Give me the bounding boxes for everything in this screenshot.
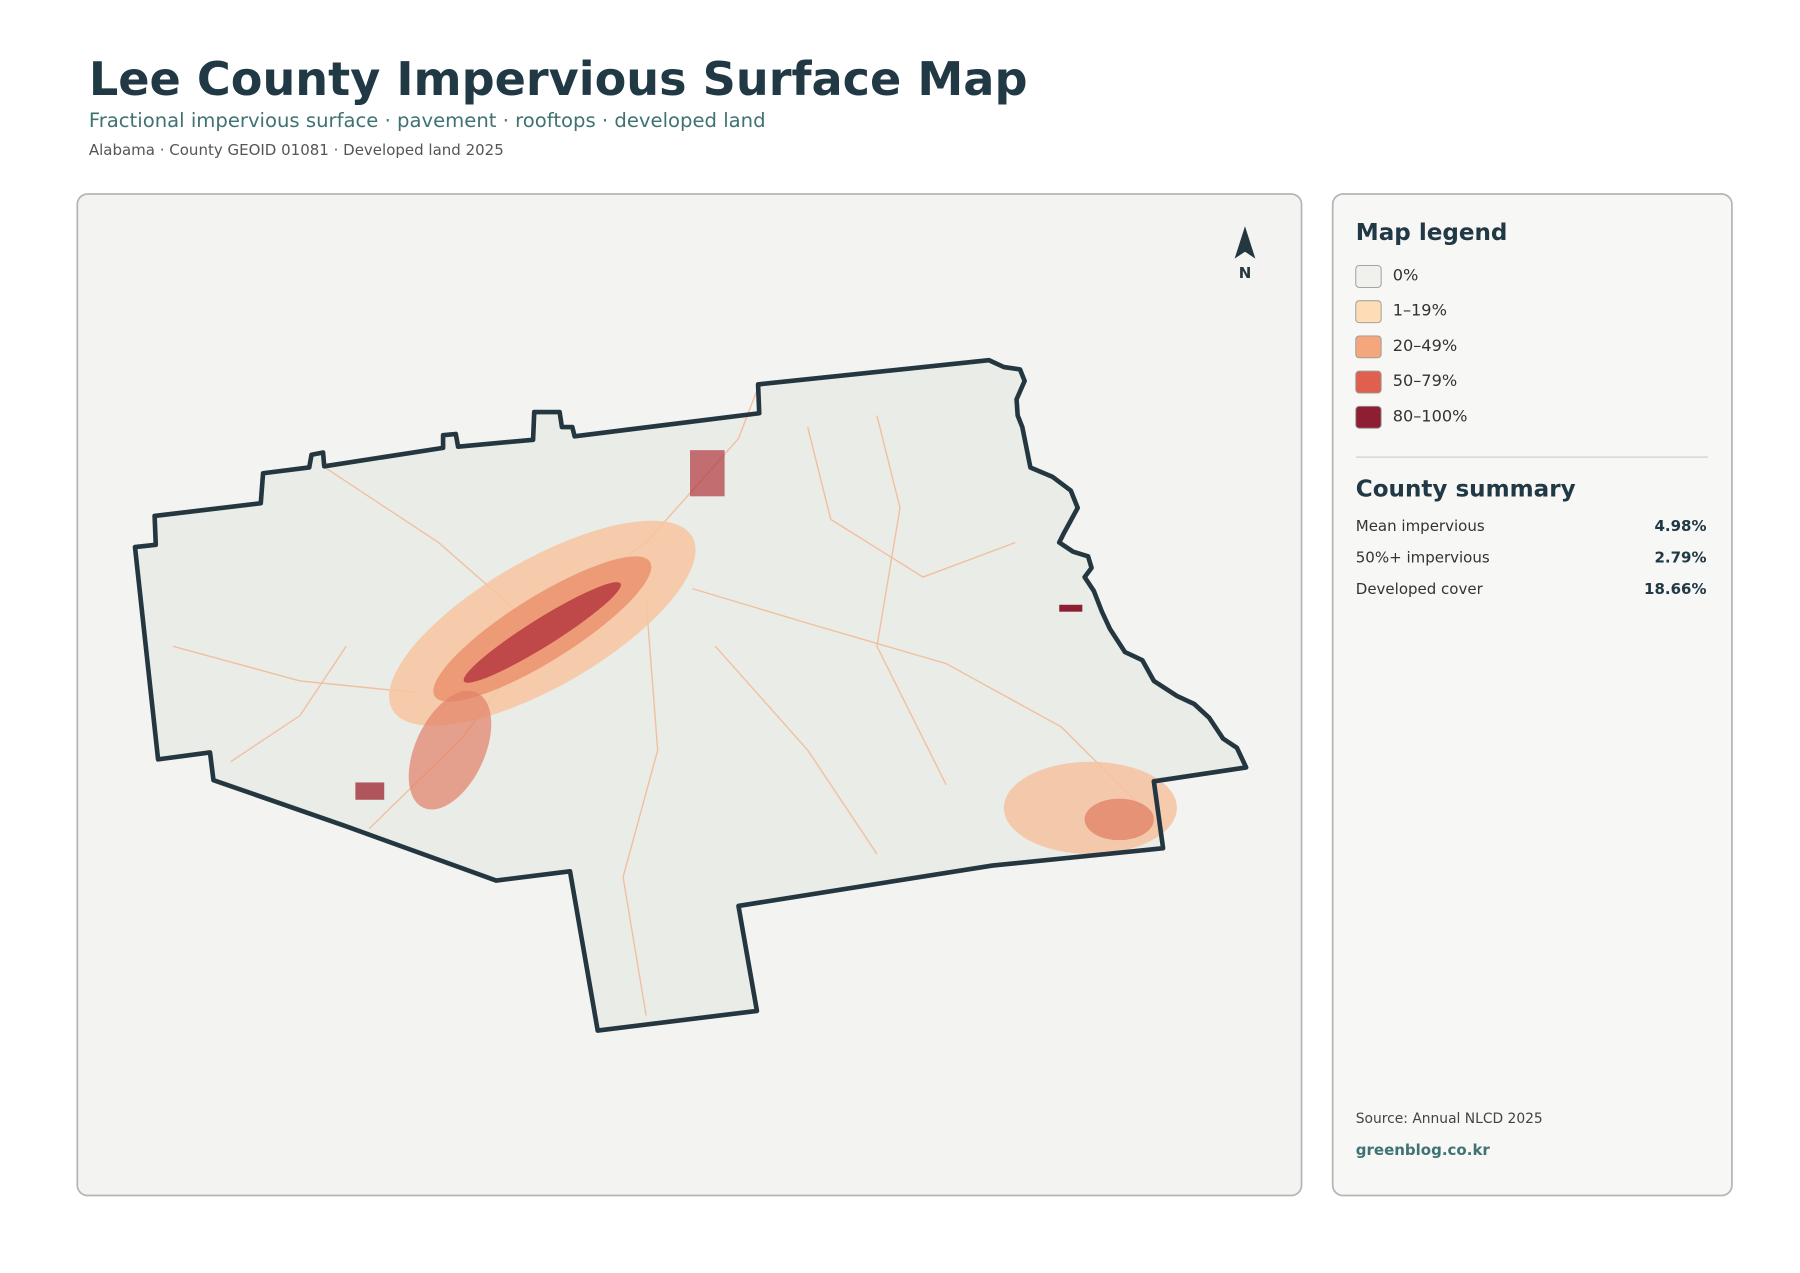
roads [172,384,1143,1016]
summary-value: 2.79% [1654,548,1706,566]
subtitle: Fractional impervious surface · pavement… [89,109,766,132]
north-label: N [1239,264,1252,282]
county-fill [135,360,1247,1031]
summary-label: 50%+ impervious [1356,548,1490,566]
legend-swatch [1355,265,1382,288]
road [230,645,347,763]
summary-label: Developed cover [1356,580,1484,598]
road [876,415,947,786]
map: N [132,226,1256,1033]
meta: Alabama · County GEOID 01081 · Developed… [89,141,504,159]
urban-low [1003,761,1177,854]
title: Lee County Impervious Surface Map [89,52,1028,106]
urban-mid [1084,798,1154,841]
legend-label: 50–79% [1393,371,1457,390]
urban-mid [408,690,492,810]
urban-high [690,450,725,497]
road [622,600,659,1016]
legend-swatch [1355,335,1382,359]
county-outline [132,357,1249,1033]
legend: 0% 1–19% 20–49% 50–79% 80–100% [1355,265,1468,429]
side-panel [1331,193,1733,1197]
road [714,645,878,855]
urban-areas [355,450,1177,854]
summary-title: County summary [1356,476,1576,502]
urban-high [355,782,385,800]
legend-swatch [1355,405,1382,429]
summary: Mean impervious 4.98% 50%+ impervious 2.79%… [1356,517,1707,598]
legend-swatch [1355,370,1382,394]
site: greenblog.co.kr [1356,1141,1491,1159]
legend-title: Map legend [1356,220,1508,246]
legend-label: 20–49% [1393,336,1457,355]
road [807,426,1016,578]
summary-value: 4.98% [1654,517,1706,535]
source: Source: Annual NLCD 2025 [1356,1111,1543,1127]
legend-label: 1–19% [1393,301,1447,320]
urban-high [463,582,621,683]
legend-label: 80–100% [1393,406,1468,425]
legend-swatch [1355,300,1382,324]
north-arrow [1234,226,1256,259]
road [172,645,416,694]
summary-value: 18.66% [1644,580,1706,598]
urban-high [1059,604,1083,612]
summary-label: Mean impervious [1356,517,1485,535]
legend-label: 0% [1393,266,1419,285]
road [692,587,1143,809]
